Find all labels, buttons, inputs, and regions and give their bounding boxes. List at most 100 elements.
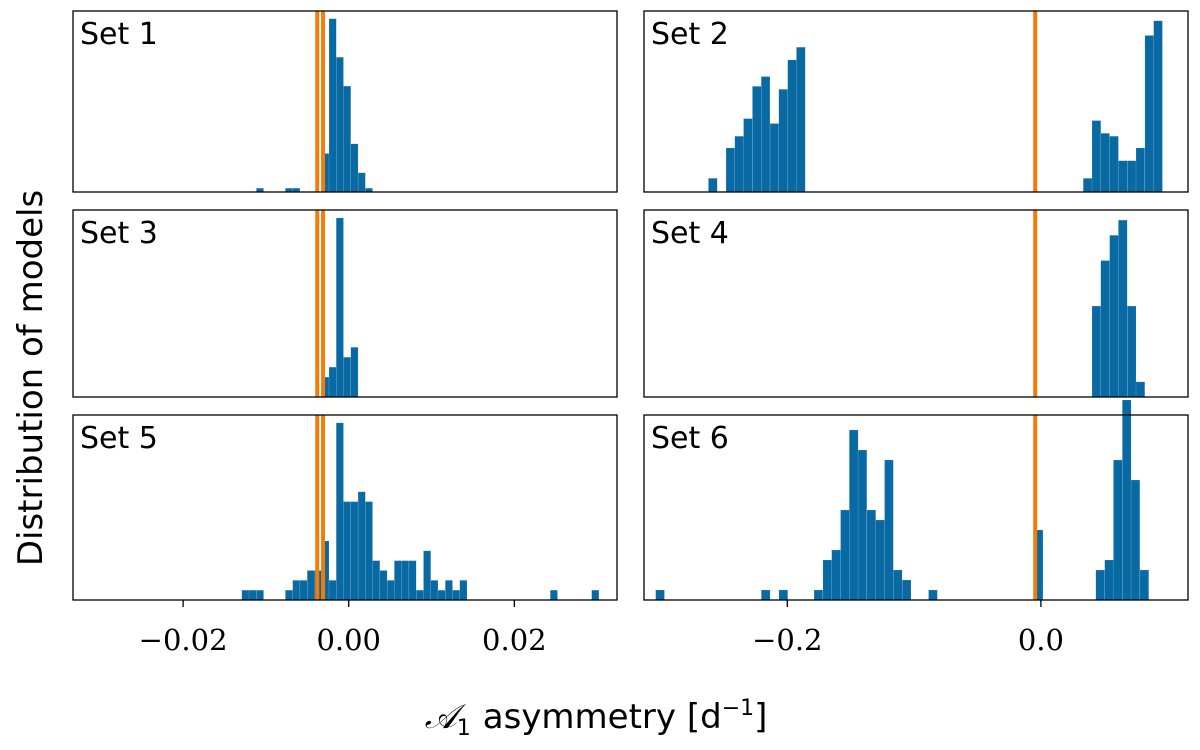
x-axis-title-text: asymmetry [d [483,697,722,737]
x-tick-label: −0.2 [752,623,822,657]
bar [1095,569,1105,601]
panel-frame [643,209,1189,398]
panel-set-6: Set 6 [643,399,1189,601]
x-tick-label: −0.02 [139,623,228,657]
bar [1100,133,1110,193]
bar [350,501,359,601]
bar [1135,381,1145,398]
bar [1122,399,1132,601]
bar [769,123,780,193]
bar [831,549,841,601]
bar [866,509,876,601]
panel-set-3: Set 3 [72,209,618,398]
x-axis-title-superscript: −1 [722,696,754,721]
bar [437,589,446,601]
bar [299,580,308,601]
bar [1109,136,1119,193]
bar [350,347,359,398]
bar [813,589,824,601]
panel-label: Set 1 [80,17,158,52]
bar [1083,178,1093,193]
bar [336,217,344,398]
bar [1153,20,1163,193]
bar [357,172,366,193]
bar [902,579,912,601]
panel-label: Set 5 [80,421,158,456]
bar [1091,305,1101,398]
bar [408,560,417,601]
panel-label: Set 2 [651,17,729,52]
x-axis-title-close: ] [754,697,767,737]
bar [343,501,351,601]
bar [336,57,344,193]
bar [343,357,351,398]
bar [401,560,410,601]
bar [248,589,257,601]
bar [336,422,344,601]
bar [292,580,301,601]
panel-frame [72,10,618,193]
bar [365,501,373,601]
bar [1130,479,1141,601]
panel-frame [72,209,618,398]
bar [394,560,402,601]
bar [849,429,859,601]
panel-set-1: Set 1 [72,10,618,193]
bar [343,85,351,193]
bar [423,550,431,601]
bar [379,570,388,601]
bar [1109,235,1119,398]
panel-frame [72,414,618,601]
bar [445,580,453,601]
bar [416,589,424,601]
bar [1100,260,1110,398]
bar [1127,305,1137,398]
bar [328,366,337,398]
bar [761,589,771,601]
bar [884,459,894,601]
x-ticks-layer: −0.02 0.00 0.02 −0.2 0.0 [139,600,1064,657]
bar [725,147,736,193]
bar [857,449,868,601]
bar [550,589,558,601]
panel-frame [643,10,1189,193]
bar [734,136,744,193]
bar [760,76,771,193]
bar [1135,147,1145,193]
bar [743,118,753,193]
bar [256,589,264,601]
bar [328,580,337,601]
panel-label: Set 6 [651,421,729,456]
bar [1127,160,1137,193]
bar [1139,569,1149,601]
bar [452,589,461,601]
y-axis-title: Distribution of models [11,190,51,566]
bar [708,178,718,193]
bar [1118,219,1128,398]
bar [778,89,788,193]
bar [778,589,788,601]
bar [752,86,762,193]
panel-set-2: Set 2 [643,10,1189,193]
x-tick-label: 0.00 [316,623,381,657]
bar [1113,459,1123,601]
bar [655,589,665,601]
bar [840,509,850,601]
bar [822,559,832,601]
bar [875,519,885,601]
bar [1104,559,1114,601]
panel-label: Set 4 [651,216,729,251]
bar [430,580,439,601]
panel-set-4: Set 4 [643,209,1189,398]
bar [1118,160,1128,193]
bar [928,589,938,601]
bar [1091,120,1101,193]
bar [796,47,806,193]
bar [241,589,250,601]
bar [893,569,903,601]
x-axis-title: 𝒜1 asymmetry [d−1] [425,696,768,741]
bar [285,589,293,601]
bar [459,580,468,601]
panel-frame [643,414,1189,601]
